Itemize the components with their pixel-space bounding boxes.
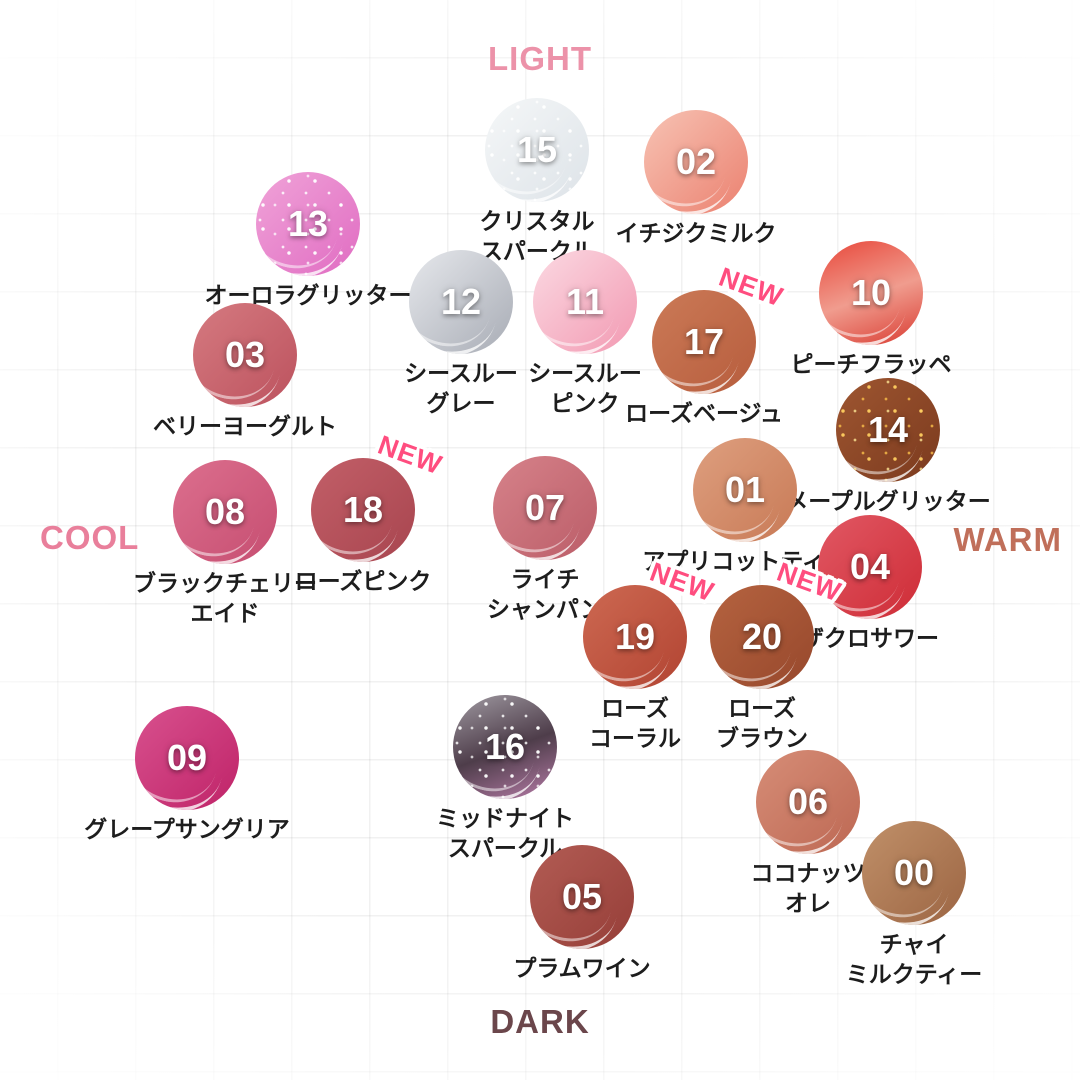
shade-name: グレープサングリア <box>84 816 290 842</box>
shade-circle: 13 <box>256 172 360 276</box>
shade-name: ピーチフラッペ <box>790 351 952 377</box>
axis-label-light: LIGHT <box>488 40 592 77</box>
axis-label-dark: DARK <box>490 1003 590 1040</box>
shade-number: 20 <box>741 616 783 657</box>
shade-name: ローズ コーラル <box>589 695 681 751</box>
shade-number: 18 <box>342 489 384 530</box>
shade-circle: 05 <box>530 845 634 949</box>
shade-circle: 09 <box>135 706 239 810</box>
shade-number: 13 <box>287 203 329 244</box>
shade-name: シースルー ピンク <box>528 360 642 416</box>
shade-number: 04 <box>849 546 891 587</box>
axis-label-cool: COOL <box>40 519 140 556</box>
shade-number: 14 <box>867 409 909 450</box>
shade-circle: 07 <box>493 456 597 560</box>
shade-circle: 03 <box>193 303 297 407</box>
shade-number: 09 <box>166 737 208 778</box>
shade-number: 01 <box>724 469 766 510</box>
shade-number: 08 <box>204 491 246 532</box>
shade-number: 05 <box>561 876 603 917</box>
shade-number: 10 <box>850 272 892 313</box>
shade-name: ローズピンク <box>294 568 432 594</box>
shade-number: 07 <box>524 487 566 528</box>
shade-name: オーロラグリッター <box>204 282 412 308</box>
shade-name: ベリーヨーグルト <box>153 413 337 439</box>
shade-name: ローズ ブラウン <box>716 695 808 751</box>
shade-number: 19 <box>614 616 656 657</box>
shade-circle: 01 <box>693 438 797 542</box>
shade-name: ブラックチェリー エイド <box>133 570 317 626</box>
shade-number: 11 <box>565 281 605 322</box>
shade-circle: 00 <box>862 821 966 925</box>
shade-name: ザクロサワー <box>801 625 939 651</box>
shade-name: シースルー グレー <box>404 360 518 416</box>
shade-circle: 02 <box>644 110 748 214</box>
shade-name: ローズベージュ <box>625 400 783 426</box>
axis-label-warm: WARM <box>953 521 1062 558</box>
shade-circle: 15 <box>485 98 589 202</box>
shade-circle: 17 <box>652 290 756 394</box>
shade-name: イチジクミルク <box>615 220 777 246</box>
shade-circle: 10 <box>819 241 923 345</box>
shade-circle: 04 <box>818 515 922 619</box>
shade-circle: 06 <box>756 750 860 854</box>
shade-name: ミッドナイト スパークル <box>436 805 574 861</box>
shade-number: 12 <box>440 281 482 322</box>
shade-name: ココナッツ オレ <box>750 860 866 916</box>
shade-number: 15 <box>516 129 558 170</box>
shade-circle: 18 <box>311 458 415 562</box>
shade-circle: 08 <box>173 460 277 564</box>
shade-circle: 16 <box>453 695 557 799</box>
shade-circle: 19 <box>583 585 687 689</box>
shade-circle: 12 <box>409 250 513 354</box>
shade-number: 16 <box>484 726 526 767</box>
shade-circle: 14 <box>836 378 940 482</box>
shade-name: アプリコットティー <box>642 548 848 574</box>
shade-number: 02 <box>675 141 717 182</box>
shade-number: 17 <box>683 321 725 362</box>
shade-name: プラムワイン <box>513 955 651 981</box>
shade-number: 03 <box>224 334 266 375</box>
shade-circle: 11 <box>533 250 637 354</box>
shade-circle: 20 <box>710 585 814 689</box>
shade-name: チャイ ミルクティー <box>845 931 983 987</box>
shade-name: メープルグリッター <box>785 488 991 514</box>
shade-number: 00 <box>893 852 935 893</box>
shade-number: 06 <box>787 781 829 822</box>
